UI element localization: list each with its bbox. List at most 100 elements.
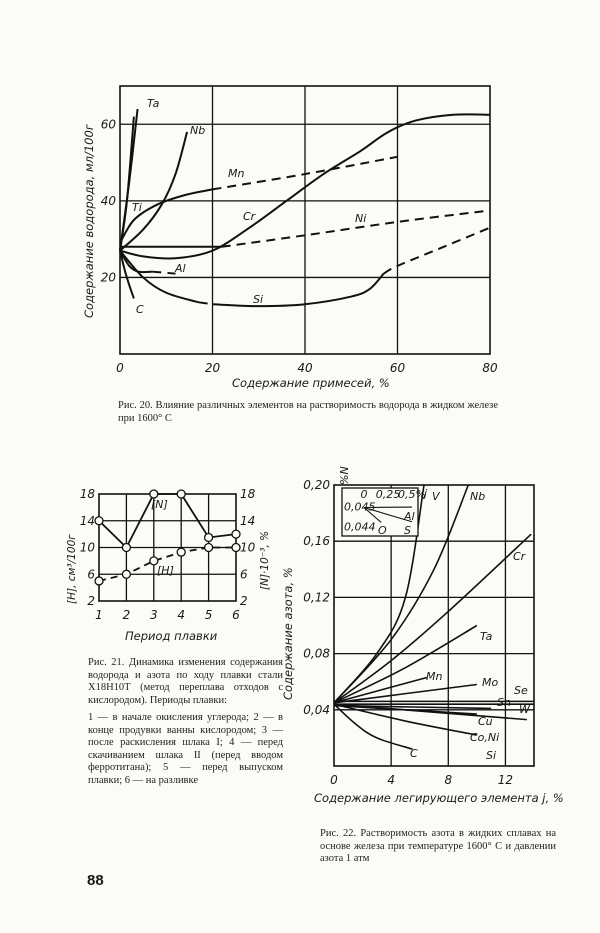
fig21-xlabel: Период плавки <box>125 629 218 643</box>
fig22-inset-series-label: S <box>404 524 411 537</box>
fig20-xtick-label: 20 <box>205 361 221 375</box>
fig22-inset-xlabel: j <box>422 487 428 500</box>
fig21-data-point <box>176 547 186 557</box>
fig22-caption: Рис. 22. Растворимость азота в жидких сп… <box>320 828 556 864</box>
fig20-series-label: Nb <box>190 124 205 137</box>
fig20-series-label: Mn <box>228 167 244 180</box>
fig21-ytick-label-right: 18 <box>240 487 256 501</box>
fig21-series-line <box>98 546 236 582</box>
fig20-series-si <box>383 226 491 275</box>
fig22-series-si <box>333 703 478 736</box>
fig22-inset-xtick: 0,25 <box>376 488 401 501</box>
fig22-series-label: Cr <box>513 550 527 563</box>
fig21-ytick-label: 6 <box>87 567 95 581</box>
fig22-series-ta <box>333 624 478 704</box>
fig20-series-label: C <box>136 303 144 316</box>
fig20-series-si <box>198 301 213 306</box>
fig20-ytick-label: 20 <box>101 270 117 284</box>
fig20-ytick-label: 40 <box>101 194 117 208</box>
fig21-xtick-label: 6 <box>232 608 240 622</box>
fig22-series-label: Nb <box>470 490 485 503</box>
fig22-ytick-label: 0,04 <box>303 703 330 717</box>
fig21-data-point <box>231 542 241 553</box>
fig22-inset-ytick: 0,044 <box>344 521 376 534</box>
fig21-ytick-label: 10 <box>80 541 96 555</box>
fig20-xtick-label: 0 <box>116 361 124 375</box>
fig22-series-label: Sn <box>497 696 511 709</box>
fig20-xtick-label: 40 <box>297 361 313 375</box>
fig20-series-si <box>212 272 385 308</box>
fig22-series-label: Co,Ni <box>470 731 499 744</box>
fig20-series-ni <box>221 209 491 248</box>
fig22-ytick-label: 0,08 <box>303 647 330 661</box>
fig21-data-point <box>94 576 104 586</box>
fig21-data-point <box>203 542 214 553</box>
fig22-xtick-label: 4 <box>387 773 395 787</box>
fig21-data-point <box>203 532 214 543</box>
fig21-data-point <box>121 569 132 579</box>
fig22-ylabel: Содержание азота, % <box>281 567 295 700</box>
fig21-xtick-label: 4 <box>177 608 185 622</box>
fig21-ytick-label-right: 14 <box>240 514 255 528</box>
fig21-data-point <box>231 529 241 539</box>
fig22-inset-xtick: 0,5% <box>398 488 426 501</box>
fig21-data-point <box>94 516 104 526</box>
fig22-series-cr <box>333 533 532 704</box>
fig21-xtick-label: 1 <box>95 608 103 622</box>
fig21-ytick-label: 2 <box>87 594 95 608</box>
fig22-xtick-label: 0 <box>330 773 338 787</box>
fig20-series-label: Ni <box>355 212 366 225</box>
fig22-inset-line <box>363 507 382 523</box>
fig22-series-label: Ta <box>480 630 493 643</box>
fig22-inset-series-label: O <box>378 524 387 537</box>
fig21-caption-title: Рис. 21. Динамика изменения содержания в… <box>88 657 283 706</box>
fig21-caption-items: 1 — в начале окисления углерода; 2 — в к… <box>88 712 283 786</box>
fig20-xlabel: Содержание примесей, % <box>232 376 390 390</box>
fig22-series-c <box>333 703 413 750</box>
fig21-ytick-label-right: 6 <box>240 567 248 581</box>
fig22-series-label: Si <box>486 749 496 762</box>
fig22-inset-series-label: Al <box>403 510 415 523</box>
fig21-data-point <box>121 542 132 553</box>
fig21-ytick-label-right: 2 <box>240 594 248 608</box>
page-number: 88 <box>87 872 104 889</box>
fig21-ylabel-left: [H], см³/100г <box>66 534 78 604</box>
fig20-series-al <box>152 270 176 275</box>
fig20-series-label: Ta <box>147 97 160 110</box>
fig22-ytick-label: 0,12 <box>303 590 330 604</box>
fig22-xtick-label: 12 <box>498 773 513 787</box>
fig20-xtick-label: 60 <box>390 361 406 375</box>
fig22-xlabel: Содержание легирующего элемента j, % <box>314 791 564 805</box>
fig22-series-label: C <box>410 747 418 760</box>
fig21-xtick-label: 5 <box>205 608 213 622</box>
fig21-series-label: [N] <box>151 498 168 511</box>
fig20-series-label: Cr <box>243 210 257 223</box>
fig22-ytick-label: 0,20 <box>303 478 330 492</box>
fig22-plot-frame <box>333 484 535 767</box>
fig20-series-nb <box>119 131 189 252</box>
fig20-series-al <box>119 250 153 274</box>
fig22-inset-ytick: 0,045 <box>344 501 376 514</box>
fig22-series-label: Mn <box>426 670 442 683</box>
fig21-ytick-label: 14 <box>80 514 95 528</box>
fig20-series-label: Si <box>253 293 263 306</box>
fig22-xtick-label: 8 <box>444 773 452 787</box>
fig22-inset-ylabel: %N <box>338 466 351 485</box>
fig21-xtick-label: 3 <box>150 608 158 622</box>
fig20-series-si <box>119 249 199 304</box>
fig20-series-label: Al <box>174 262 186 275</box>
fig21-caption: Рис. 21. Динамика изменения содержания в… <box>88 657 283 787</box>
fig21-ytick-label-right: 10 <box>240 541 256 555</box>
fig22-series-label: Cu <box>478 715 493 728</box>
fig21-data-point <box>176 489 186 499</box>
fig20-xtick-label: 80 <box>482 361 498 375</box>
fig21-series-label: [H] <box>157 564 174 577</box>
fig22-inset-line <box>363 506 413 523</box>
fig20-series-cr <box>119 113 491 260</box>
fig20-series-ti <box>119 188 213 244</box>
fig20-series-label: Ti <box>132 201 142 214</box>
fig20-ytick-label: 60 <box>101 117 117 131</box>
fig21-xtick-label: 2 <box>123 608 131 622</box>
fig20-ylabel: Содержание водорода, мл/100г <box>82 124 96 318</box>
fig22-series-co-ni <box>333 703 527 721</box>
